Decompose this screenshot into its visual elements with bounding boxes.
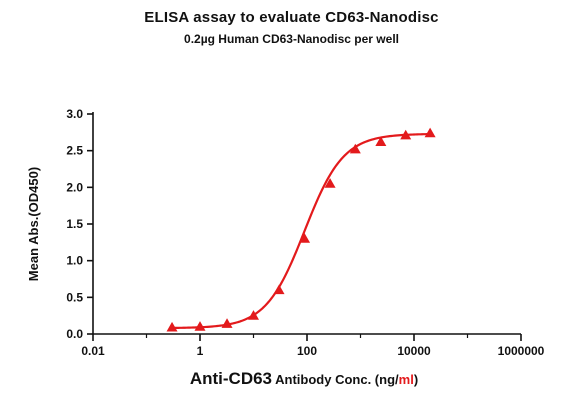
data-points xyxy=(166,127,436,332)
data-point xyxy=(166,321,178,332)
x-axis-label-part4: ) xyxy=(414,372,418,387)
axes xyxy=(87,112,522,341)
tick-labels: 0.0 0.5 1.0 1.5 2.0 2.5 3.0 0.01 1 100 10000 100000… xyxy=(66,107,544,358)
chart-subtitle: 0.2µg Human CD63-Nanodisc per well xyxy=(184,32,399,46)
data-point xyxy=(248,310,259,320)
y-tick-label: 0.0 xyxy=(66,327,83,341)
x-tick-label: 1 xyxy=(197,344,204,358)
data-point xyxy=(400,129,412,140)
x-axis-label-part2: Antibody Conc. (ng/ xyxy=(272,372,399,387)
y-tick-label: 2.0 xyxy=(66,180,83,194)
x-tick-label: 100 xyxy=(297,344,317,358)
x-tick-label: 10000 xyxy=(397,344,431,358)
y-tick-label: 2.5 xyxy=(66,144,83,158)
x-axis-label-unit: ml xyxy=(399,372,414,387)
y-tick-label: 0.5 xyxy=(66,290,83,304)
data-point xyxy=(375,136,387,146)
x-axis-label-part1: Anti-CD63 xyxy=(190,369,272,388)
x-tick-label: 0.01 xyxy=(81,344,105,358)
data-point xyxy=(299,233,311,243)
y-tick-label: 1.5 xyxy=(66,217,83,231)
y-axis-label: Mean Abs.(OD450) xyxy=(26,167,41,281)
data-point xyxy=(424,127,436,138)
x-tick-label: 1000000 xyxy=(498,344,545,358)
x-axis-label: Anti-CD63 Antibody Conc. (ng/ml) xyxy=(190,369,418,388)
y-tick-label: 1.0 xyxy=(66,254,83,268)
fit-curve-layer xyxy=(172,133,431,330)
data-point xyxy=(324,178,336,188)
chart-title: ELISA assay to evaluate CD63-Nanodisc xyxy=(144,9,439,26)
fit-curve xyxy=(172,133,431,330)
data-point xyxy=(194,321,206,331)
data-point xyxy=(221,318,233,328)
data-point xyxy=(349,143,361,154)
data-point xyxy=(273,284,285,295)
y-tick-label: 3.0 xyxy=(66,107,83,121)
